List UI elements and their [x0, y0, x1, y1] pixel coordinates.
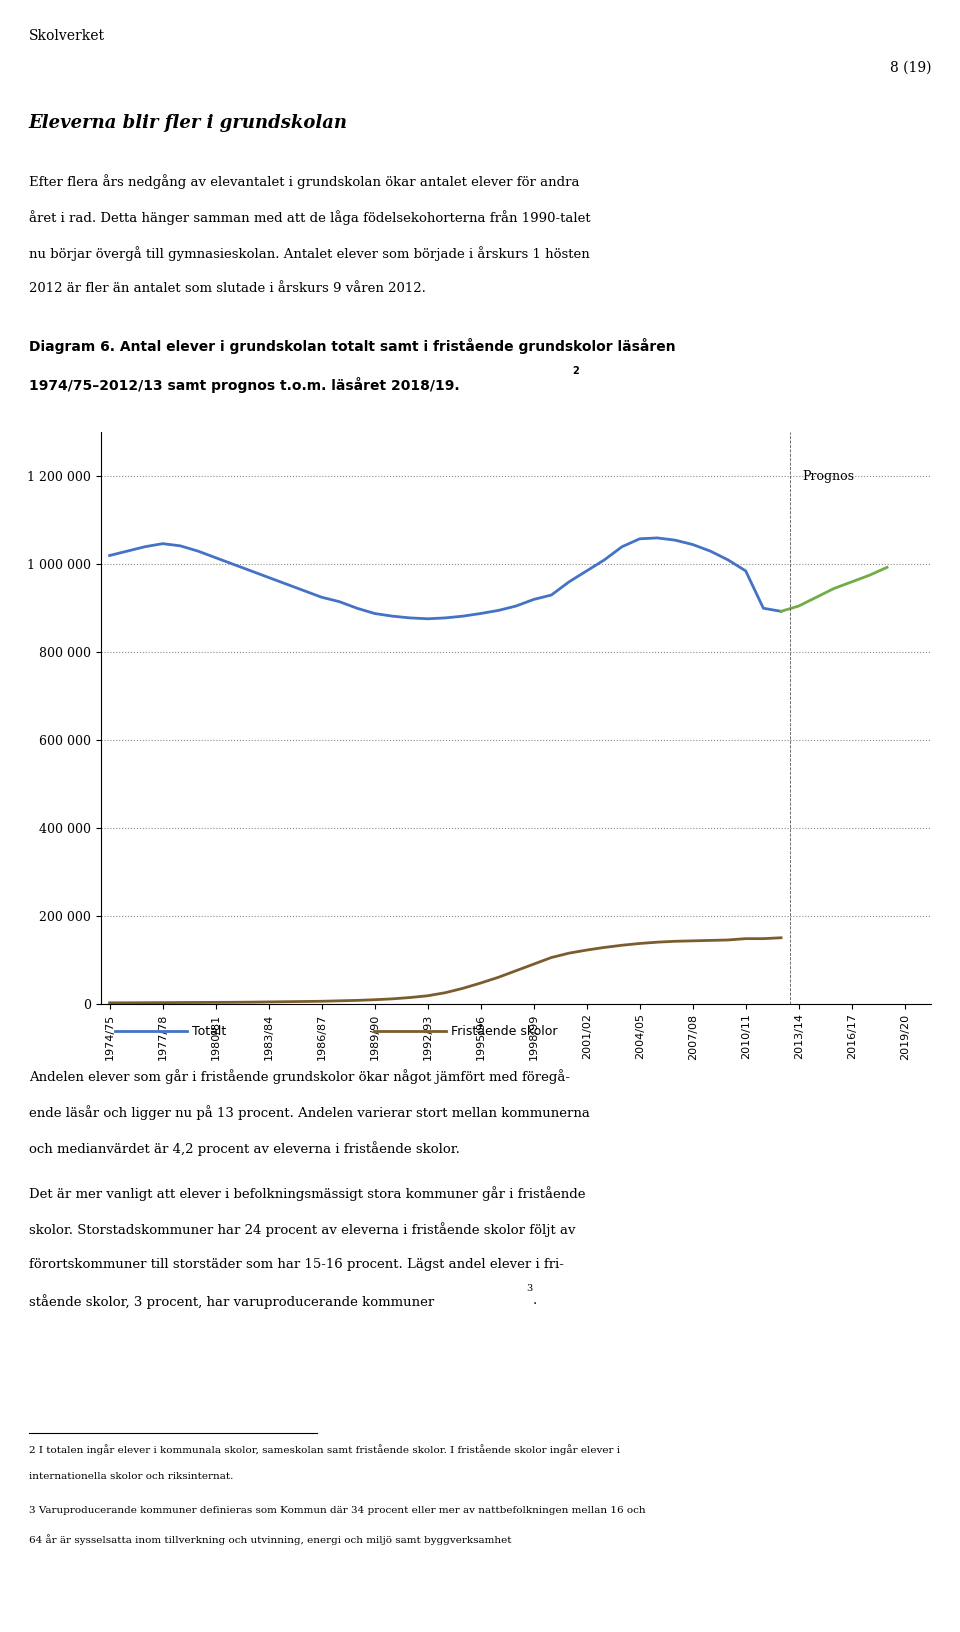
- Text: 64 år är sysselsatta inom tillverkning och utvinning, energi och miljö samt bygg: 64 år är sysselsatta inom tillverkning o…: [29, 1534, 512, 1546]
- Text: 8 (19): 8 (19): [890, 60, 931, 75]
- Text: 2 I totalen ingår elever i kommunala skolor, sameskolan samt fristående skolor. : 2 I totalen ingår elever i kommunala sko…: [29, 1444, 620, 1456]
- Text: och medianvärdet är 4,2 procent av eleverna i fristående skolor.: och medianvärdet är 4,2 procent av eleve…: [29, 1141, 460, 1155]
- Text: Fristående skolor: Fristående skolor: [451, 1025, 558, 1038]
- Text: Efter flera års nedgång av elevantalet i grundskolan ökar antalet elever för and: Efter flera års nedgång av elevantalet i…: [29, 175, 579, 189]
- Text: Diagram 6. Antal elever i grundskolan totalt samt i fristående grundskolor läsår: Diagram 6. Antal elever i grundskolan to…: [29, 338, 676, 354]
- Text: 1974/75–2012/13 samt prognos t.o.m. läsåret 2018/19.: 1974/75–2012/13 samt prognos t.o.m. läså…: [29, 377, 460, 393]
- Text: 2012 är fler än antalet som slutade i årskurs 9 våren 2012.: 2012 är fler än antalet som slutade i år…: [29, 282, 425, 295]
- Text: 2: 2: [572, 366, 579, 375]
- Text: skolor. Storstadskommuner har 24 procent av eleverna i fristående skolor följt a: skolor. Storstadskommuner har 24 procent…: [29, 1222, 575, 1237]
- Text: ende läsår och ligger nu på 13 procent. Andelen varierar stort mellan kommunerna: ende läsår och ligger nu på 13 procent. …: [29, 1105, 589, 1120]
- Text: Prognos: Prognos: [803, 470, 854, 483]
- Text: Eleverna blir fler i grundskolan: Eleverna blir fler i grundskolan: [29, 114, 348, 132]
- Text: Skolverket: Skolverket: [29, 29, 105, 44]
- Text: nu börjar övergå till gymnasieskolan. Antalet elever som började i årskurs 1 hös: nu börjar övergå till gymnasieskolan. An…: [29, 246, 589, 261]
- Text: 3 Varuproducerande kommuner definieras som Kommun där 34 procent eller mer av na: 3 Varuproducerande kommuner definieras s…: [29, 1506, 645, 1516]
- Text: .: .: [533, 1294, 537, 1307]
- Text: året i rad. Detta hänger samman med att de låga födelsekohorterna från 1990-tale: året i rad. Detta hänger samman med att …: [29, 211, 590, 225]
- Text: Andelen elever som går i fristående grundskolor ökar något jämfört med föregå-: Andelen elever som går i fristående grun…: [29, 1069, 570, 1084]
- Text: Det är mer vanligt att elever i befolkningsmässigt stora kommuner går i friståen: Det är mer vanligt att elever i befolkni…: [29, 1186, 586, 1201]
- Text: 3: 3: [526, 1284, 533, 1294]
- Text: Totalt: Totalt: [192, 1025, 227, 1038]
- Text: förortskommuner till storstäder som har 15-16 procent. Lägst andel elever i fri-: förortskommuner till storstäder som har …: [29, 1258, 564, 1271]
- Text: internationella skolor och riksinternat.: internationella skolor och riksinternat.: [29, 1472, 233, 1482]
- Text: stående skolor, 3 procent, har varuproducerande kommuner: stående skolor, 3 procent, har varuprodu…: [29, 1294, 434, 1309]
